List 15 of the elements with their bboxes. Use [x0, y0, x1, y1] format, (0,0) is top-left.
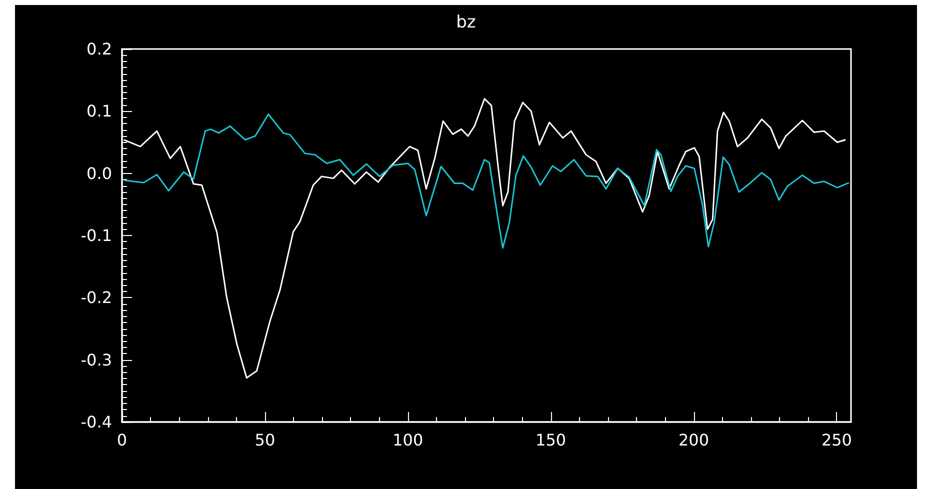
x-tick-label: 50 — [254, 430, 276, 450]
y-tick-label: -0.1 — [80, 226, 112, 245]
y-tick-label: -0.2 — [80, 288, 112, 308]
x-tick-label: 200 — [678, 430, 710, 450]
y-tick-label: 0.1 — [86, 102, 112, 121]
y-tick-label: 0.0 — [86, 164, 112, 183]
chart-title: bz — [456, 12, 476, 32]
x-tick-label: 250 — [821, 430, 852, 450]
x-tick-label: 150 — [536, 430, 566, 450]
y-tick-label: -0.4 — [80, 412, 112, 432]
y-tick-label: 0.2 — [86, 40, 112, 58]
x-tick-label: 100 — [392, 430, 424, 450]
x-tick-label: 0 — [116, 430, 128, 450]
y-tick-label: -0.3 — [80, 350, 112, 370]
line-series — [122, 114, 850, 249]
